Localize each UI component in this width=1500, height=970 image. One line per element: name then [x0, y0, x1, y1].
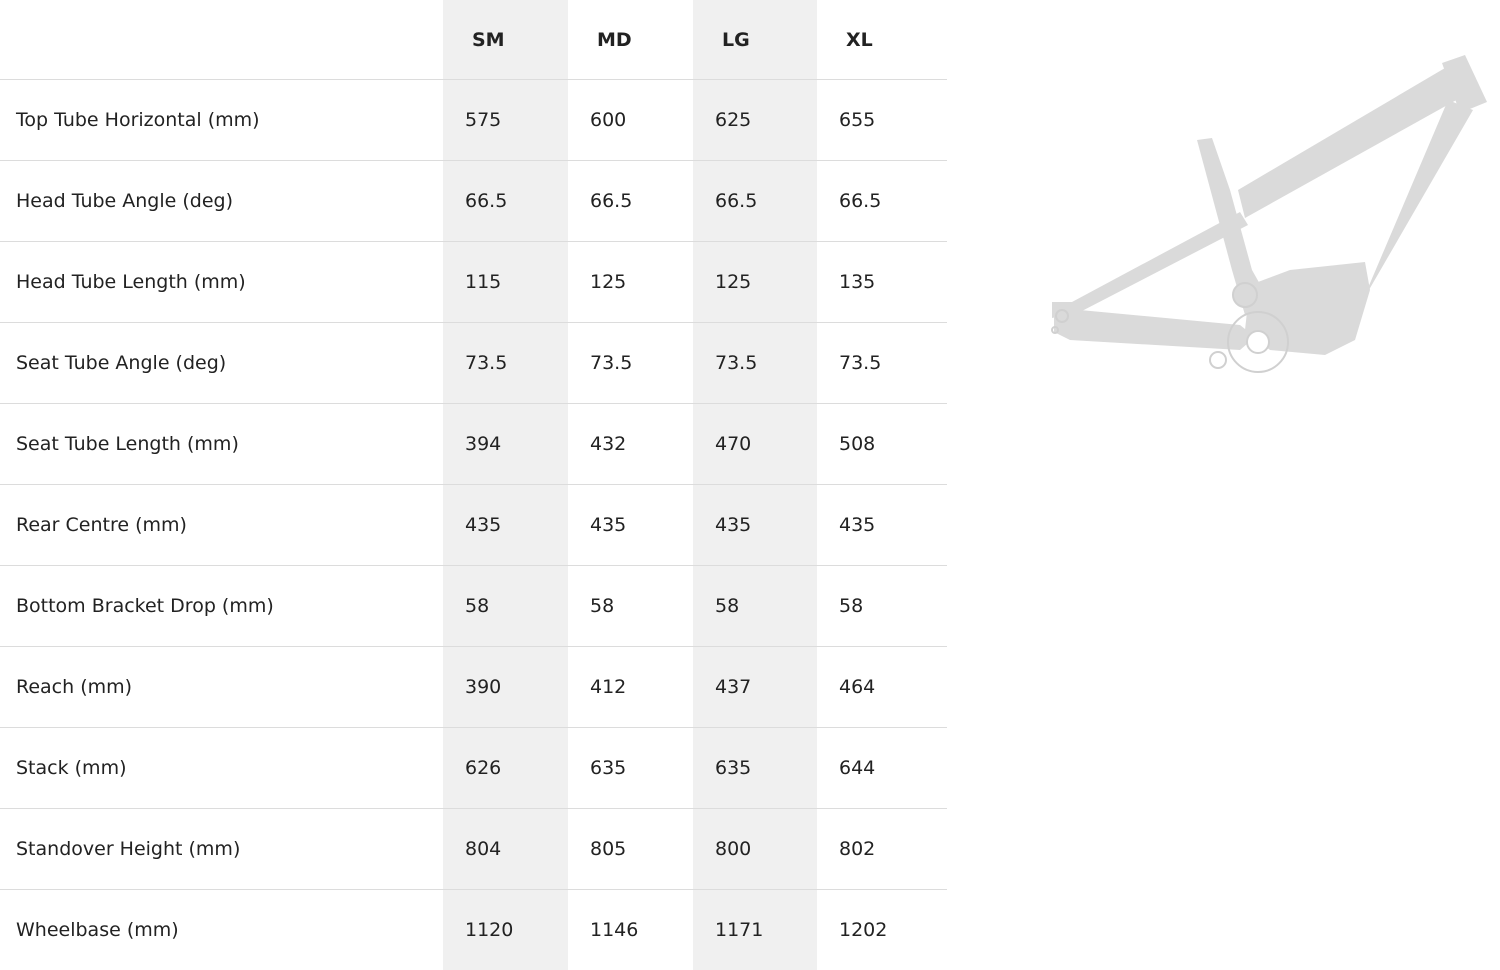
value-cell-lg: 125 [693, 242, 817, 323]
value-cell-md: 432 [568, 404, 693, 485]
size-header-row: SM MD LG XL [0, 0, 947, 80]
value-cell-md: 58 [568, 566, 693, 647]
value-cell-lg: 625 [693, 80, 817, 161]
value-cell-lg: 437 [693, 647, 817, 728]
bike-frame-illustration [1040, 40, 1500, 390]
value-cell-sm: 73.5 [443, 323, 568, 404]
size-header-xl: XL [817, 0, 947, 80]
value-cell-sm: 115 [443, 242, 568, 323]
value-cell-xl: 435 [817, 485, 947, 566]
value-cell-lg: 73.5 [693, 323, 817, 404]
value-cell-lg: 435 [693, 485, 817, 566]
value-cell-xl: 802 [817, 809, 947, 890]
value-cell-sm: 66.5 [443, 161, 568, 242]
value-cell-sm: 626 [443, 728, 568, 809]
value-cell-xl: 135 [817, 242, 947, 323]
size-header-sm: SM [443, 0, 568, 80]
value-cell-xl: 66.5 [817, 161, 947, 242]
size-header-md: MD [568, 0, 693, 80]
value-cell-xl: 464 [817, 647, 947, 728]
row-label: Standover Height (mm) [0, 809, 443, 890]
value-cell-xl: 644 [817, 728, 947, 809]
row-label: Wheelbase (mm) [0, 890, 443, 970]
row-label: Head Tube Angle (deg) [0, 161, 443, 242]
value-cell-lg: 66.5 [693, 161, 817, 242]
value-cell-xl: 1202 [817, 890, 947, 970]
row-label: Seat Tube Angle (deg) [0, 323, 443, 404]
value-cell-md: 73.5 [568, 323, 693, 404]
value-cell-sm: 804 [443, 809, 568, 890]
value-cell-md: 635 [568, 728, 693, 809]
chain-stay [1054, 305, 1255, 350]
value-cell-md: 805 [568, 809, 693, 890]
value-cell-lg: 635 [693, 728, 817, 809]
value-cell-xl: 73.5 [817, 323, 947, 404]
seat-stay [1052, 212, 1248, 318]
value-cell-md: 600 [568, 80, 693, 161]
top-tube [1238, 68, 1460, 218]
value-cell-lg: 470 [693, 404, 817, 485]
value-cell-sm: 1120 [443, 890, 568, 970]
value-cell-xl: 508 [817, 404, 947, 485]
value-cell-sm: 390 [443, 647, 568, 728]
value-cell-sm: 575 [443, 80, 568, 161]
value-cell-md: 412 [568, 647, 693, 728]
row-label: Stack (mm) [0, 728, 443, 809]
value-cell-sm: 435 [443, 485, 568, 566]
value-cell-lg: 1171 [693, 890, 817, 970]
value-cell-lg: 800 [693, 809, 817, 890]
value-cell-sm: 58 [443, 566, 568, 647]
row-label: Reach (mm) [0, 647, 443, 728]
value-cell-xl: 58 [817, 566, 947, 647]
value-cell-lg: 58 [693, 566, 817, 647]
row-label: Seat Tube Length (mm) [0, 404, 443, 485]
value-cell-md: 125 [568, 242, 693, 323]
row-label: Rear Centre (mm) [0, 485, 443, 566]
header-empty [0, 0, 443, 80]
row-label: Head Tube Length (mm) [0, 242, 443, 323]
value-cell-sm: 394 [443, 404, 568, 485]
value-cell-md: 1146 [568, 890, 693, 970]
value-cell-md: 435 [568, 485, 693, 566]
row-label: Top Tube Horizontal (mm) [0, 80, 443, 161]
row-label: Bottom Bracket Drop (mm) [0, 566, 443, 647]
size-header-lg: LG [693, 0, 817, 80]
value-cell-xl: 655 [817, 80, 947, 161]
value-cell-md: 66.5 [568, 161, 693, 242]
